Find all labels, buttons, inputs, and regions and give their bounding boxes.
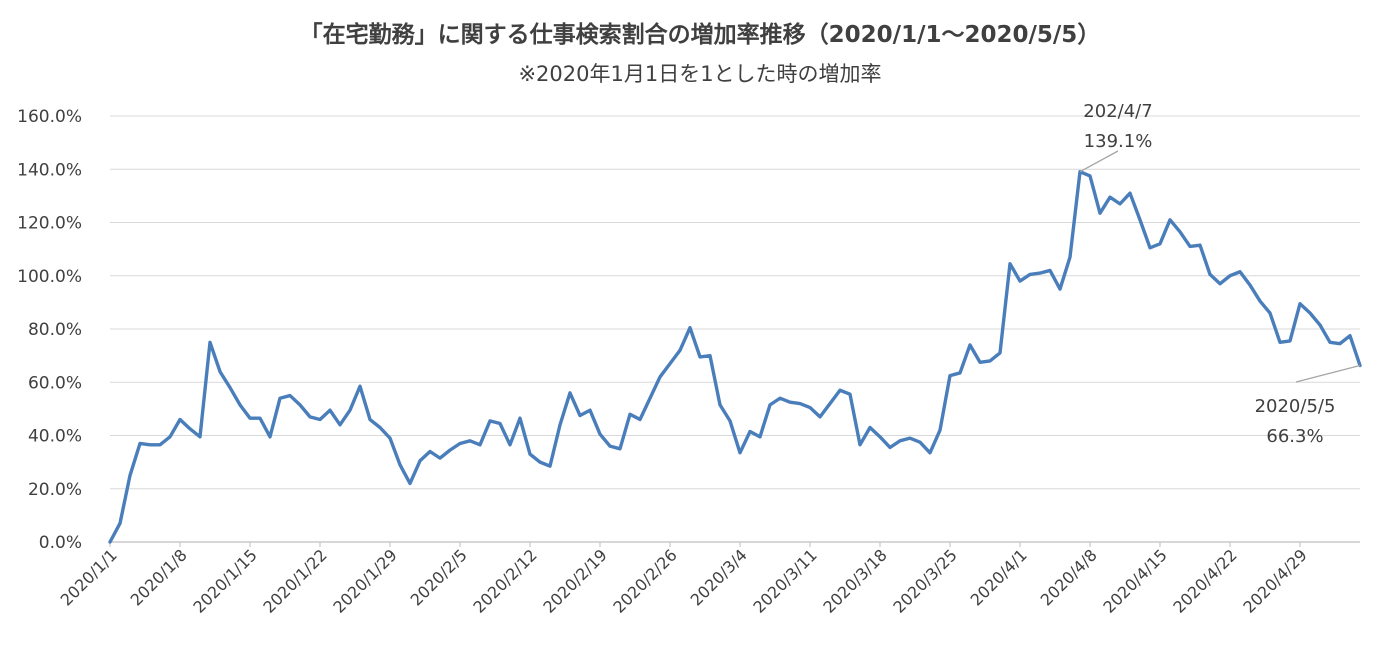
y-tick-label: 80.0% [28,320,82,340]
x-tick-label: 2020/4/1 [967,545,1031,609]
y-tick-label: 20.0% [28,480,82,500]
chart-title: 「在宅勤務」に関する仕事検索割合の増加率推移（2020/1/1〜2020/5/5… [300,21,1101,48]
y-tick-label: 40.0% [28,427,82,447]
x-tick-label: 2020/3/4 [687,545,751,609]
chart-subtitle: ※2020年1月1日を1とした時の増加率 [518,62,881,86]
x-tick-label: 2020/1/1 [57,545,121,609]
annotation-leader-line [1079,150,1119,173]
x-tick-label: 2020/2/19 [539,545,610,616]
y-tick-label: 100.0% [17,267,82,287]
x-tick-label: 2020/2/5 [407,545,471,609]
annotation-value: 66.3% [1266,426,1323,447]
x-tick-label: 2020/4/8 [1037,545,1101,609]
x-tick-label: 2020/1/8 [127,545,191,609]
y-axis-tick-labels: 0.0% 20.0% 40.0% 60.0% 80.0% 100.0% 120.0% 140.… [17,107,82,553]
x-tick-label: 2020/3/18 [819,545,890,616]
x-tick-label: 2020/2/12 [469,545,540,616]
annotation-date: 2020/5/5 [1255,396,1336,417]
y-tick-label: 60.0% [28,373,82,393]
y-tick-label: 120.0% [17,214,82,234]
x-tick-label: 2020/4/15 [1099,545,1170,616]
x-tick-label: 2020/4/29 [1239,545,1310,616]
annotation-value: 139.1% [1084,131,1153,152]
annotation-date: 202/4/7 [1083,101,1152,122]
y-tick-label: 160.0% [17,107,82,127]
x-tick-label: 2020/1/22 [259,545,330,616]
x-tick-label: 2020/1/29 [329,545,400,616]
series-line [108,169,1362,544]
y-gridlines [110,115,1360,490]
y-tick-label: 0.0% [39,533,82,553]
x-tick-label: 2020/3/11 [749,545,820,616]
x-axis [109,541,1360,547]
x-tick-label: 2020/3/25 [889,545,960,616]
y-tick-label: 140.0% [17,160,82,180]
x-axis-tick-labels: 2020/1/1 2020/1/82020/1/152020/1/222020/1… [57,545,1311,616]
x-tick-label: 2020/1/15 [189,545,260,616]
x-tick-label: 2020/4/22 [1169,545,1240,616]
x-tick-label: 2020/2/26 [609,545,680,616]
annotations: 202/4/7 139.1% 2020/5/5 66.3% [1079,101,1361,447]
annotation-leader-line [1295,364,1361,383]
